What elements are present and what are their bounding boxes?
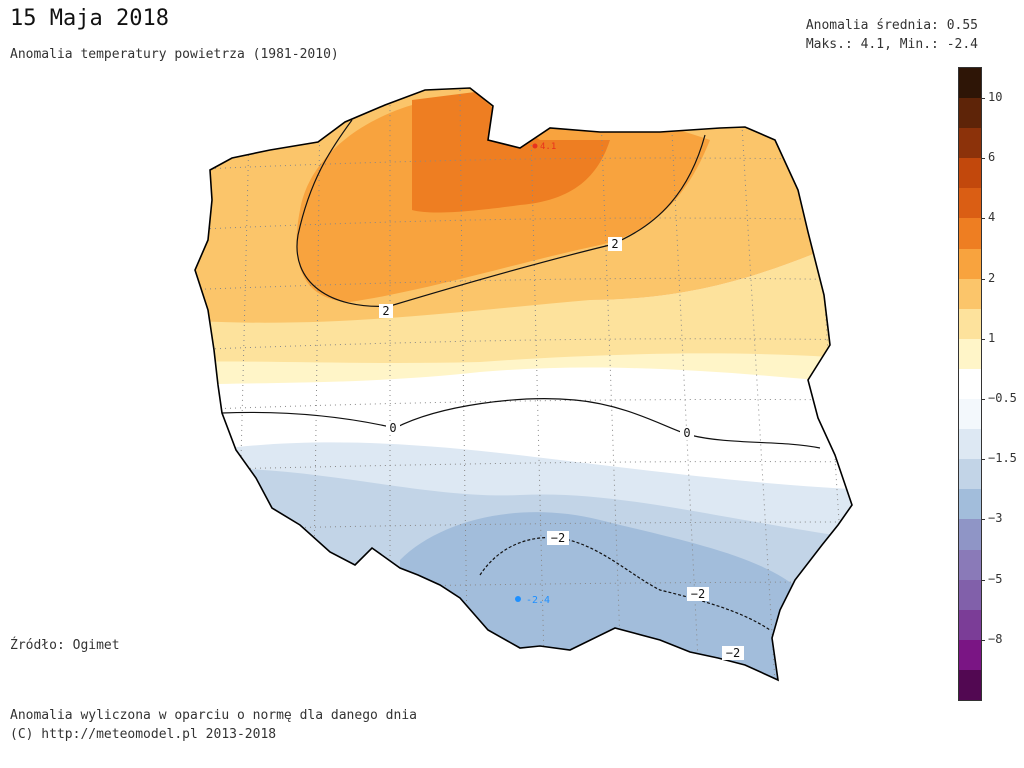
color-scale-segment — [959, 68, 981, 99]
color-scale-label: 1 — [988, 330, 996, 345]
color-scale-tick — [981, 278, 985, 280]
color-scale-segment — [959, 98, 981, 129]
mean-anomaly-text: Anomalia średnia: 0.55 — [805, 18, 978, 33]
contour-0 — [221, 398, 821, 449]
color-scale-tick — [981, 338, 985, 340]
map-subtitle: Anomalia temperatury powietrza (1981-201… — [10, 47, 339, 62]
max-marker-label: 4.1 — [540, 142, 556, 152]
band-1-2 — [195, 230, 852, 363]
color-scale-segment — [959, 459, 981, 490]
color-scale-label: 2 — [988, 270, 996, 285]
color-scale-segment — [959, 128, 981, 159]
max-marker: 4.1 — [532, 142, 556, 152]
contour-label: −2 — [691, 587, 705, 601]
color-scale-tick — [981, 639, 985, 641]
color-scale-label: 6 — [988, 150, 996, 165]
contour-label-group: 2 2 0 0 −2 −2 −2 — [379, 237, 744, 660]
color-scale-tick — [981, 218, 985, 220]
contour-lines — [221, 119, 821, 631]
color-scale-tick — [981, 519, 985, 521]
min-marker-label: -2.4 — [526, 595, 550, 606]
color-scale-segment — [959, 278, 981, 310]
color-scale-segment — [959, 639, 981, 671]
color-scale-tick — [981, 579, 985, 581]
color-scale-segment — [959, 549, 981, 581]
color-scale-segment — [959, 429, 981, 460]
contour-label: −2 — [726, 646, 740, 660]
color-scale-segment — [959, 188, 981, 219]
color-scale-tick — [981, 158, 985, 160]
color-scale-label: 4 — [988, 210, 996, 225]
contour-label: 0 — [683, 426, 690, 440]
contour-label: 0 — [389, 421, 396, 435]
min-marker: -2.4 — [515, 595, 550, 606]
max-min-text: Maks.: 4.1, Min.: -2.4 — [805, 37, 978, 52]
color-scale-segment — [959, 609, 981, 641]
contour-label: 2 — [382, 304, 389, 318]
color-scale-segment — [959, 218, 981, 250]
contour-label: 2 — [611, 237, 618, 251]
color-scale-segment — [959, 308, 981, 340]
color-scale-segment — [959, 399, 981, 430]
color-scale-label: −0.5 — [988, 391, 1017, 406]
source-text: Źródło: Ogimet — [10, 638, 120, 653]
anomaly-fill-bands — [195, 88, 852, 680]
color-scale-tick — [981, 399, 985, 401]
color-scale-label: −1.5 — [988, 451, 1017, 466]
color-scale-label: −5 — [988, 571, 1003, 586]
color-scale-label: −8 — [988, 631, 1003, 646]
color-scale-segment — [959, 579, 981, 611]
color-scale-segment — [959, 158, 981, 189]
color-scale-segment — [959, 248, 981, 280]
color-scale-label: 10 — [988, 90, 1003, 105]
contour-2 — [296, 119, 706, 307]
color-scale-segment — [959, 489, 981, 520]
contour-neg-2 — [479, 536, 771, 631]
color-scale-tick — [981, 98, 985, 100]
color-scale-tick — [981, 459, 985, 461]
color-scale-segment — [959, 368, 981, 400]
poland-border — [194, 87, 853, 682]
band-4-6 — [412, 92, 610, 213]
color-scale-segment — [959, 669, 981, 701]
copyright-text: (C) http://meteomodel.pl 2013-2018 — [10, 727, 277, 742]
contour-label: −2 — [551, 531, 565, 545]
color-scale-segment — [959, 338, 981, 370]
footnote-text: Anomalia wyliczona w oparciu o normę dla… — [10, 708, 417, 723]
color-scale-segment — [959, 519, 981, 551]
color-scale-bar — [958, 67, 982, 701]
map-title: 15 Maja 2018 — [10, 6, 169, 31]
color-scale-label: −3 — [988, 511, 1003, 526]
